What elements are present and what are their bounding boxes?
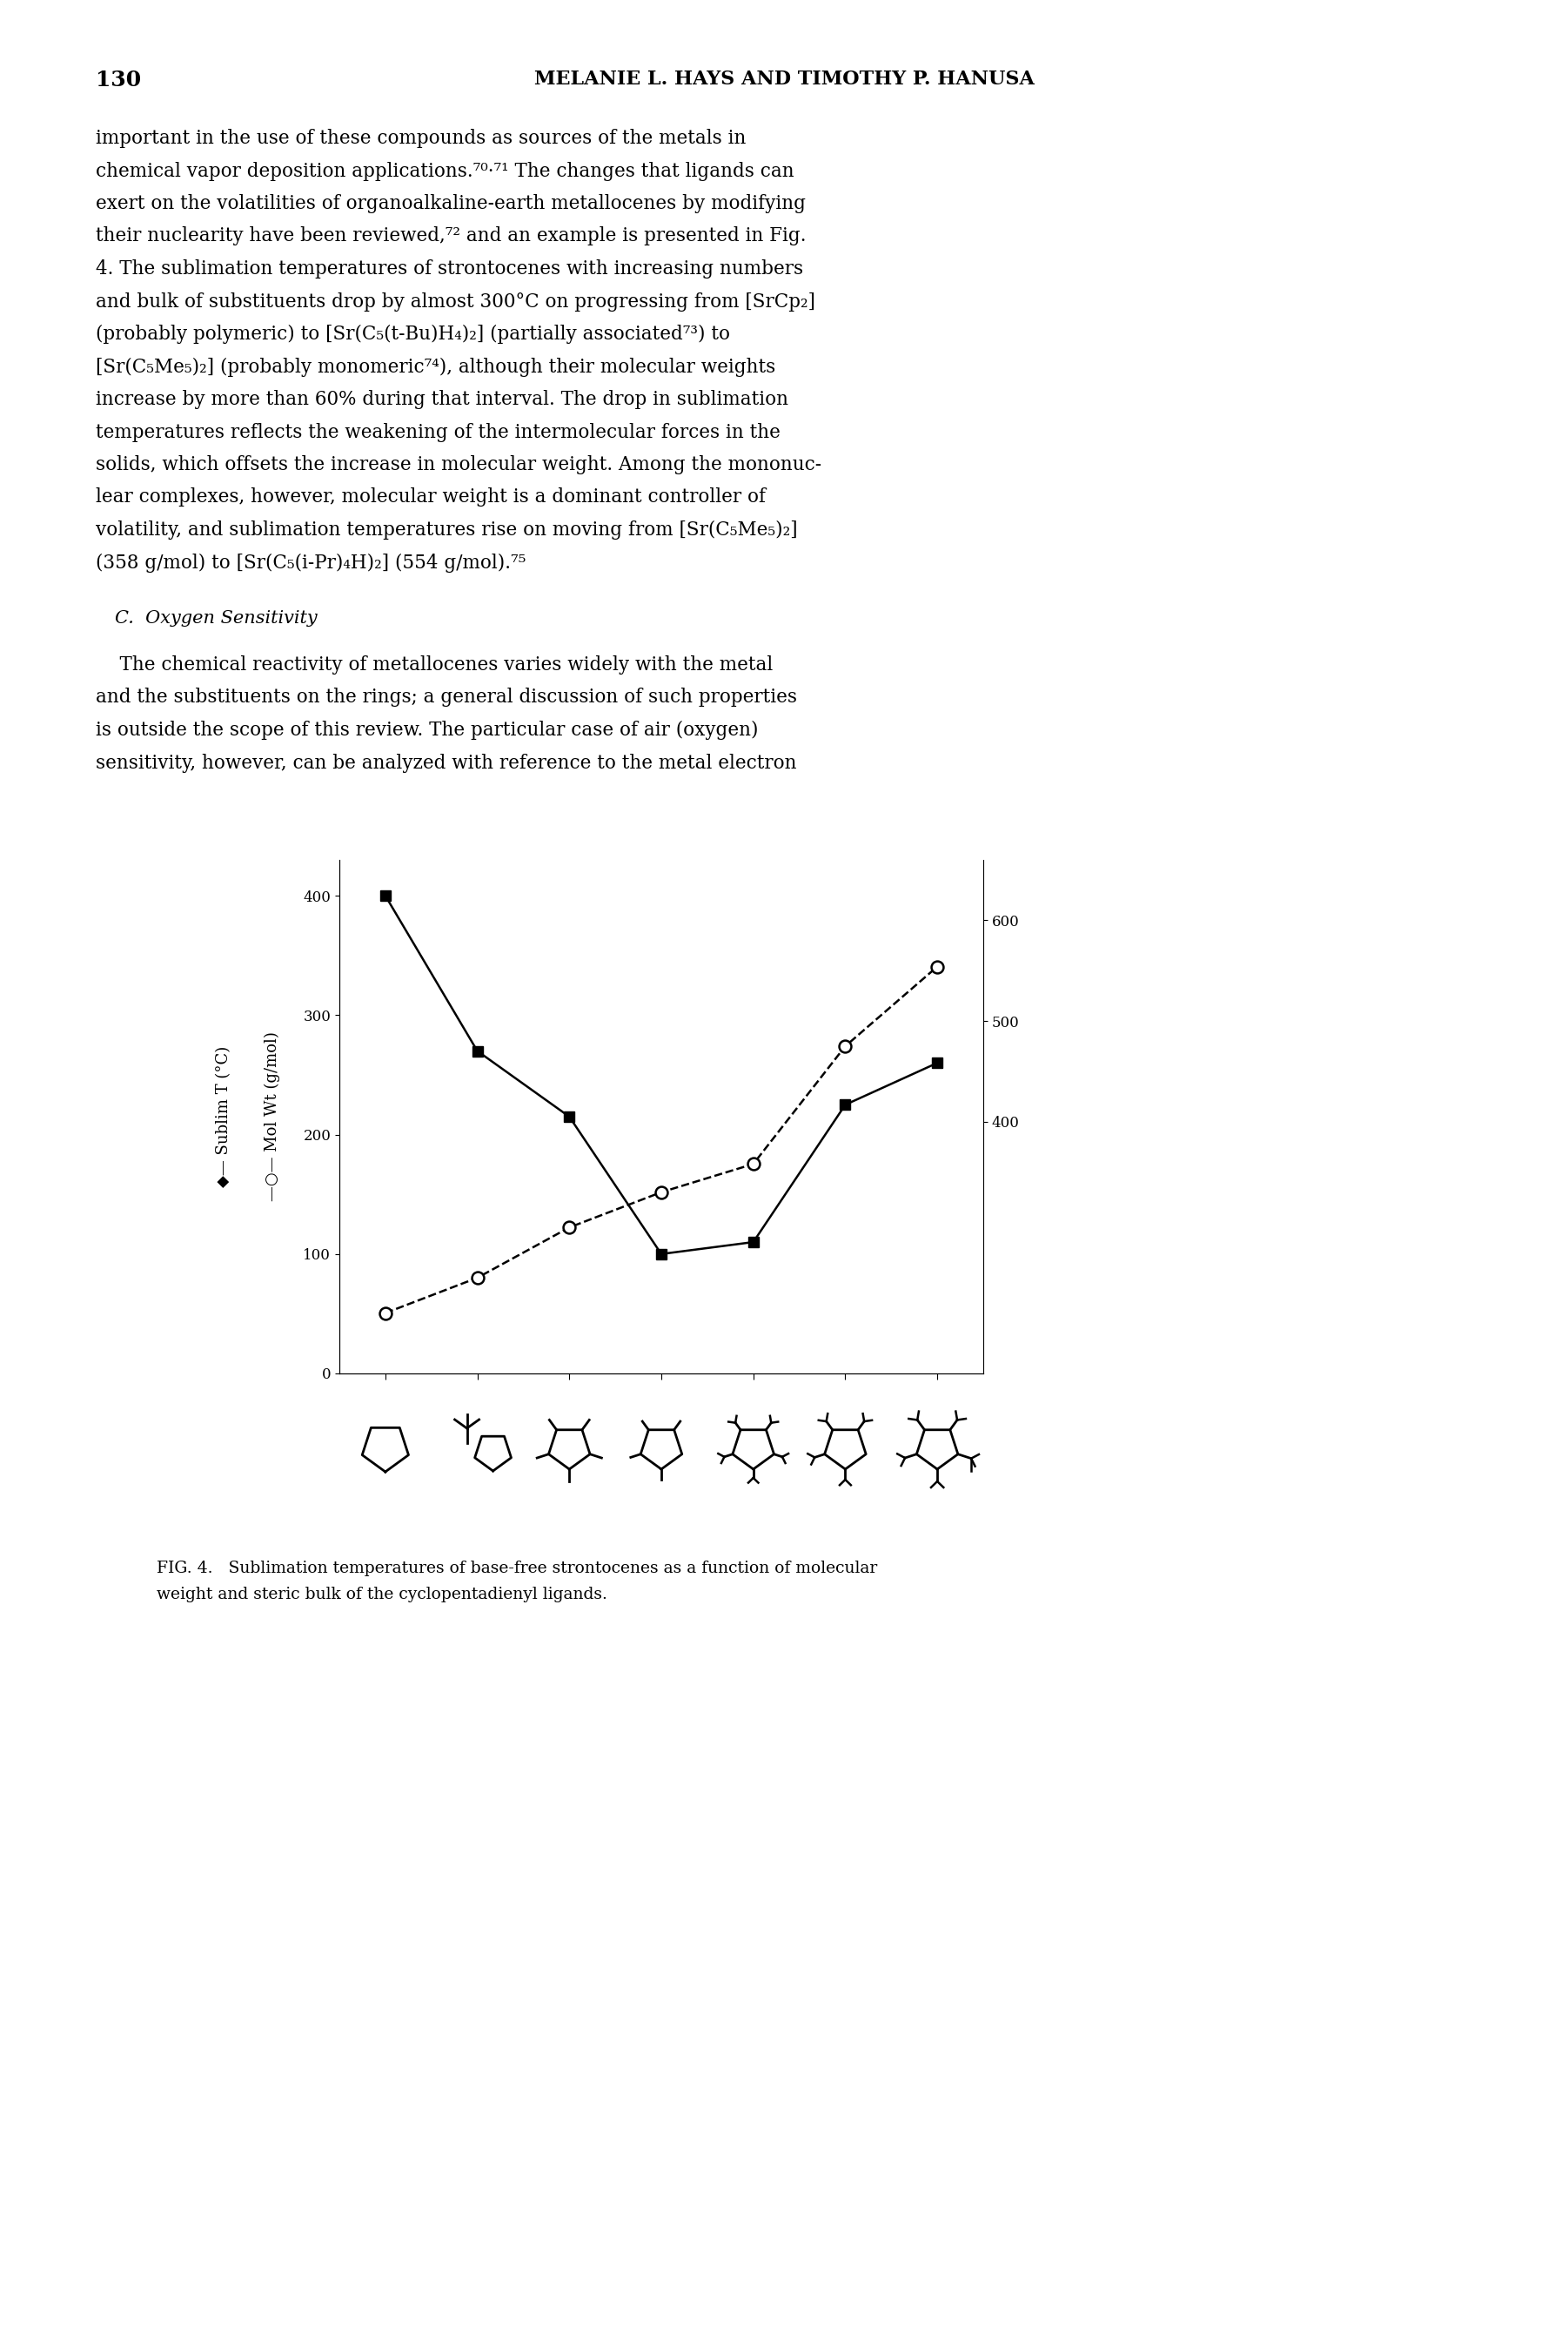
Text: sensitivity, however, can be analyzed with reference to the metal electron: sensitivity, however, can be analyzed wi… [96,754,797,773]
Text: FIG. 4.   Sublimation temperatures of base-free strontocenes as a function of mo: FIG. 4. Sublimation temperatures of base… [157,1560,878,1577]
Text: lear complexes, however, molecular weight is a dominant controller of: lear complexes, however, molecular weigh… [96,489,765,508]
Text: 130: 130 [96,70,141,92]
Text: (probably polymeric) to [Sr(C₅(t-Bu)H₄)₂] (partially associated⁷³) to: (probably polymeric) to [Sr(C₅(t-Bu)H₄)₂… [96,324,731,343]
Text: important in the use of these compounds as sources of the metals in: important in the use of these compounds … [96,129,746,148]
Text: their nuclearity have been reviewed,⁷² and an example is presented in Fig.: their nuclearity have been reviewed,⁷² a… [96,226,806,247]
Text: and bulk of substituents drop by almost 300°C on progressing from [SrCp₂]: and bulk of substituents drop by almost … [96,291,815,310]
Text: C.  Oxygen Sensitivity: C. Oxygen Sensitivity [114,611,317,627]
Text: temperatures reflects the weakening of the intermolecular forces in the: temperatures reflects the weakening of t… [96,423,781,442]
Text: and the substituents on the rings; a general discussion of such properties: and the substituents on the rings; a gen… [96,689,797,707]
Text: 4. The sublimation temperatures of strontocenes with increasing numbers: 4. The sublimation temperatures of stron… [96,258,803,280]
Text: chemical vapor deposition applications.⁷⁰·⁷¹ The changes that ligands can: chemical vapor deposition applications.⁷… [96,162,793,181]
Text: ◆— Sublim T (°C): ◆— Sublim T (°C) [216,1046,232,1187]
Text: [Sr(C₅Me₅)₂] (probably monomeric⁷⁴), although their molecular weights: [Sr(C₅Me₅)₂] (probably monomeric⁷⁴), alt… [96,357,776,376]
Text: (358 g/mol) to [Sr(C₅(i-Pr)₄H)₂] (554 g/mol).⁷⁵: (358 g/mol) to [Sr(C₅(i-Pr)₄H)₂] (554 g/… [96,552,525,573]
Text: weight and steric bulk of the cyclopentadienyl ligands.: weight and steric bulk of the cyclopenta… [157,1586,607,1603]
Text: volatility, and sublimation temperatures rise on moving from [Sr(C₅Me₅)₂]: volatility, and sublimation temperatures… [96,519,798,541]
Text: increase by more than 60% during that interval. The drop in sublimation: increase by more than 60% during that in… [96,390,789,409]
Text: The chemical reactivity of metallocenes varies widely with the metal: The chemical reactivity of metallocenes … [96,656,773,674]
Text: solids, which offsets the increase in molecular weight. Among the mononuc-: solids, which offsets the increase in mo… [96,456,822,475]
Text: MELANIE L. HAYS AND TIMOTHY P. HANUSA: MELANIE L. HAYS AND TIMOTHY P. HANUSA [533,70,1035,89]
Text: is outside the scope of this review. The particular case of air (oxygen): is outside the scope of this review. The… [96,721,759,740]
Text: —○— Mol Wt (g/mol): —○— Mol Wt (g/mol) [265,1032,281,1201]
Text: exert on the volatilities of organoalkaline-earth metallocenes by modifying: exert on the volatilities of organoalkal… [96,195,806,214]
